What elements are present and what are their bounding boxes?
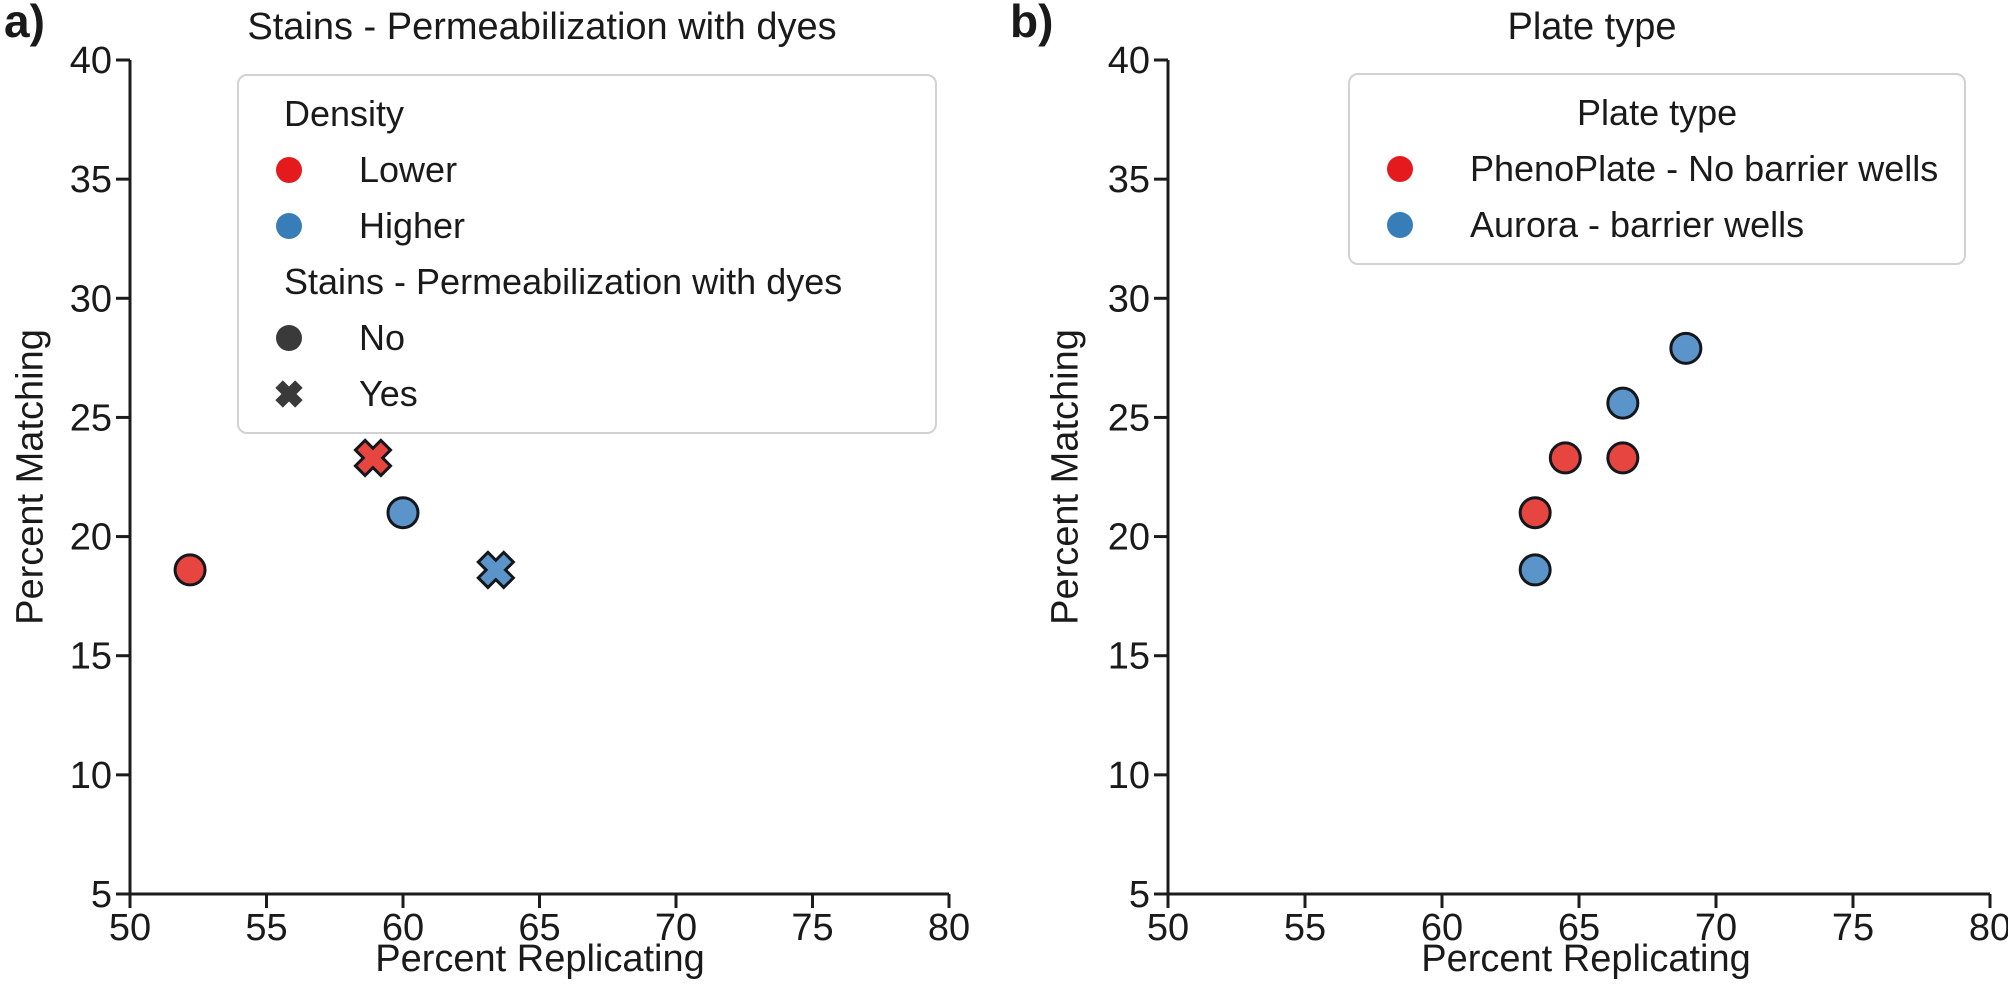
data-point-circle xyxy=(1518,553,1552,587)
y-tick-label: 20 xyxy=(70,517,112,559)
data-point-circle xyxy=(1606,441,1640,475)
legend-item-label: Higher xyxy=(359,205,466,246)
legend-marker-cell xyxy=(1350,152,1450,186)
y-tick-label: 5 xyxy=(91,874,112,916)
panel-a-x-axis-label: Percent Replicating xyxy=(375,938,705,980)
x-tick-label: 80 xyxy=(1969,907,2008,949)
panel-b-plot-area: 50 55 60 65 70 75 80 5 10 15 20 25 30 35 40 xyxy=(1108,40,2008,949)
panel-b-x-axis-label: Percent Replicating xyxy=(1421,938,1751,980)
x-tick-label: 80 xyxy=(928,907,970,949)
x-tick-label: 55 xyxy=(1284,907,1326,949)
panel-b: b) Plate type Percent Matching Percent R… xyxy=(1004,0,2008,988)
y-tick-label: 40 xyxy=(1108,40,1150,82)
x-tick-label: 50 xyxy=(109,907,151,949)
legend-item: Lower xyxy=(239,142,909,198)
data-point-circle xyxy=(386,496,420,530)
y-tick-label: 30 xyxy=(1108,278,1150,320)
y-tick-label: 25 xyxy=(70,397,112,439)
legend-marker-cell xyxy=(239,377,339,411)
y-tick-label: 20 xyxy=(1108,517,1150,559)
legend-marker-circle-icon xyxy=(276,213,302,239)
x-tick-label: 55 xyxy=(245,907,287,949)
legend-marker-circle-icon xyxy=(276,157,302,183)
legend-item: Yes xyxy=(239,366,909,422)
panel-a: a) Stains - Permeabilization with dyes P… xyxy=(4,0,970,980)
y-tick-label: 30 xyxy=(70,278,112,320)
legend-item-label: Aurora - barrier wells xyxy=(1470,204,1805,245)
legend-marker-cell xyxy=(239,153,339,187)
legend-item: No xyxy=(239,310,909,366)
data-point-x xyxy=(476,550,516,590)
x-tick-label: 50 xyxy=(1147,907,1189,949)
y-tick-label: 10 xyxy=(70,755,112,797)
data-point-circle xyxy=(1669,331,1703,365)
data-point-circle xyxy=(1518,496,1552,530)
x-tick-label: 75 xyxy=(1832,907,1874,949)
legend-title: Plate type xyxy=(1577,92,1738,133)
x-tick-label: 65 xyxy=(1558,907,1600,949)
legend-section-header: Stains - Permeabilization with dyes xyxy=(284,261,843,302)
legend-item-label: Lower xyxy=(359,149,458,190)
y-tick-label: 5 xyxy=(1129,874,1150,916)
legend-item: Higher xyxy=(239,198,909,254)
panel-letter-b: b) xyxy=(1010,0,1054,47)
legend-item: PhenoPlate - No barrier wells xyxy=(1350,141,1938,197)
y-tick-label: 10 xyxy=(1108,755,1150,797)
y-tick-label: 25 xyxy=(1108,397,1150,439)
legend-marker-cell xyxy=(239,209,339,243)
legend-marker-circle-icon xyxy=(276,325,302,351)
panel-a-title: Stains - Permeabilization with dyes xyxy=(247,6,837,48)
legend-marker-cell xyxy=(239,321,339,355)
legend-item-label: No xyxy=(359,317,406,358)
legend-marker-circle-icon xyxy=(1387,212,1413,238)
data-point-x xyxy=(353,438,393,478)
legend-item: Aurora - barrier wells xyxy=(1350,197,1938,253)
data-point-circle xyxy=(173,553,207,587)
panel-b-legend: Plate type PhenoPlate - No barrier wells A… xyxy=(1348,73,1967,265)
x-tick-label: 60 xyxy=(1421,907,1463,949)
legend-item-label: Yes xyxy=(359,373,418,414)
y-tick-label: 15 xyxy=(1108,636,1150,678)
panel-letter-a: a) xyxy=(4,0,45,47)
legend-marker-circle-icon xyxy=(1387,156,1413,182)
y-tick-label: 40 xyxy=(70,40,112,82)
legend-section-header: Density xyxy=(284,93,405,134)
data-point-circle xyxy=(1548,441,1582,475)
y-tick-label: 35 xyxy=(70,159,112,201)
legend-item-label: PhenoPlate - No barrier wells xyxy=(1470,148,1939,189)
panel-a-legend: Density Lower Higher Stains - Permeabilizat… xyxy=(237,74,937,434)
x-tick-label: 75 xyxy=(791,907,833,949)
legend-marker-x-icon xyxy=(275,380,303,408)
panel-b-title: Plate type xyxy=(1507,6,1677,48)
x-tick-label: 65 xyxy=(518,907,560,949)
y-tick-label: 35 xyxy=(1108,159,1150,201)
panel-a-plot-area: 50 55 60 65 70 75 80 5 10 15 20 25 30 35 40 xyxy=(70,40,970,949)
x-tick-label: 70 xyxy=(1695,907,1737,949)
data-point-circle xyxy=(1606,386,1640,420)
y-tick-label: 15 xyxy=(70,636,112,678)
x-tick-label: 60 xyxy=(382,907,424,949)
legend-marker-cell xyxy=(1350,208,1450,242)
x-tick-label: 70 xyxy=(655,907,697,949)
